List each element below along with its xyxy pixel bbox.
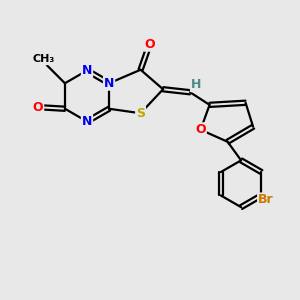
Text: Br: Br bbox=[258, 194, 274, 206]
Text: H: H bbox=[191, 78, 201, 91]
Text: S: S bbox=[136, 107, 145, 120]
Text: O: O bbox=[33, 101, 43, 114]
Text: CH₃: CH₃ bbox=[33, 54, 55, 64]
Text: O: O bbox=[195, 123, 206, 136]
Text: N: N bbox=[82, 115, 92, 128]
Text: N: N bbox=[82, 64, 92, 77]
Text: N: N bbox=[104, 77, 114, 90]
Text: O: O bbox=[144, 38, 155, 51]
